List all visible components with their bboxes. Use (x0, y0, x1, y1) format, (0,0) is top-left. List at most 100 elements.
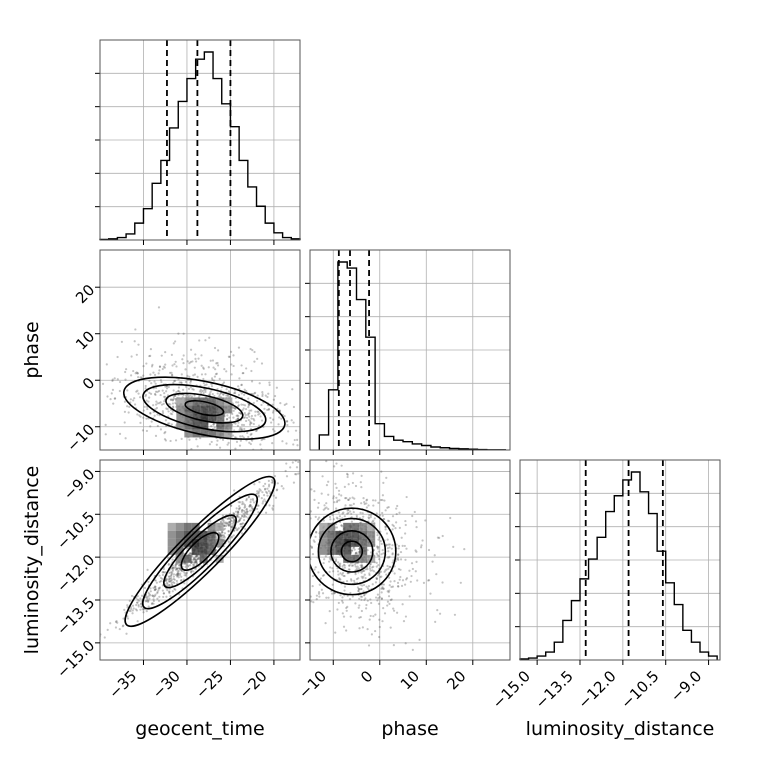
scatter-point (242, 403, 245, 406)
scatter-point (312, 539, 315, 542)
scatter-point (260, 403, 263, 407)
scatter-point (236, 510, 240, 513)
scatter-point (105, 363, 108, 366)
scatter-point (318, 595, 321, 598)
scatter-point (268, 381, 271, 384)
density-cell (343, 554, 352, 563)
scatter-point (217, 395, 221, 398)
scatter-point (162, 402, 165, 405)
scatter-point (171, 364, 174, 367)
scatter-point (255, 429, 258, 432)
ylabel-phase: phase (21, 321, 43, 378)
scatter-point (146, 407, 149, 411)
scatter-point (227, 395, 230, 398)
scatter-point (158, 365, 162, 368)
scatter-point (240, 392, 243, 395)
scatter-point (351, 496, 354, 499)
scatter-point (345, 629, 348, 632)
scatter-point (375, 576, 378, 580)
scatter-point (338, 515, 341, 518)
scatter-point (160, 403, 164, 406)
scatter-point (177, 390, 180, 393)
scatter-point (118, 389, 121, 393)
scatter-point (222, 393, 225, 396)
scatter-point (212, 366, 215, 369)
scatter-point (396, 611, 399, 614)
scatter-point (247, 412, 250, 415)
scatter-point (137, 603, 140, 607)
scatter-point (386, 556, 389, 559)
scatter-point (365, 499, 368, 502)
scatter-point (296, 444, 299, 447)
scatter-point (380, 591, 383, 594)
scatter-point (237, 385, 240, 388)
scatter-point (236, 515, 239, 518)
scatter-point (168, 575, 171, 578)
scatter-point (391, 515, 395, 518)
scatter-point (242, 512, 245, 515)
scatter-point (185, 571, 189, 575)
scatter-point (145, 399, 148, 402)
scatter-point (178, 381, 181, 384)
scatter-point (360, 486, 363, 489)
scatter-point (175, 568, 178, 571)
scatter-point (312, 601, 315, 604)
scatter-point (253, 392, 256, 395)
scatter-point (358, 627, 361, 630)
scatter-point (388, 589, 391, 592)
scatter-point (157, 589, 160, 592)
scatter-point (405, 577, 409, 580)
scatter-point (256, 394, 259, 397)
scatter-point (416, 579, 419, 582)
density-cell (343, 530, 352, 539)
scatter-point (170, 579, 173, 582)
scatter-point (228, 416, 231, 419)
scatter-point (171, 569, 174, 573)
scatter-point (228, 521, 232, 524)
scatter-point (116, 355, 119, 359)
scatter-point (232, 416, 235, 419)
scatter-point (353, 497, 356, 500)
scatter-point (227, 517, 230, 520)
density-cell (216, 429, 225, 438)
scatter-point (204, 390, 207, 393)
scatter-point (172, 395, 175, 398)
scatter-point (155, 386, 158, 389)
scatter-point (103, 636, 106, 639)
scatter-point (243, 412, 246, 415)
scatter-point (389, 565, 392, 569)
scatter-point (404, 558, 407, 561)
scatter-point (227, 522, 230, 525)
scatter-point (227, 529, 230, 533)
scatter-point (271, 411, 275, 414)
scatter-point (429, 592, 432, 595)
scatter-point (390, 585, 393, 589)
scatter-point (348, 564, 351, 567)
scatter-point (348, 497, 352, 500)
scatter-point (265, 490, 268, 494)
scatter-point (215, 372, 218, 375)
scatter-point (137, 599, 141, 602)
scatter-point (325, 596, 328, 599)
scatter-point (380, 553, 383, 556)
scatter-point (221, 534, 224, 537)
scatter-point (136, 598, 139, 601)
scatter-point (148, 597, 151, 600)
scatter-point (169, 594, 172, 598)
scatter-point (279, 402, 282, 405)
scatter-point (258, 481, 261, 484)
scatter-point (135, 390, 138, 393)
scatter-point (397, 567, 401, 571)
contour-line (124, 475, 276, 628)
scatter-point (283, 403, 286, 406)
scatter-point (413, 510, 416, 514)
scatter-point (381, 494, 384, 497)
scatter-point (249, 420, 252, 423)
scatter-point (233, 521, 236, 524)
scatter-point (334, 631, 337, 634)
scatter-point (219, 533, 222, 536)
scatter-point (158, 574, 161, 577)
scatter-point (141, 429, 145, 432)
scatter-point (404, 615, 408, 618)
scatter-point (177, 386, 181, 389)
